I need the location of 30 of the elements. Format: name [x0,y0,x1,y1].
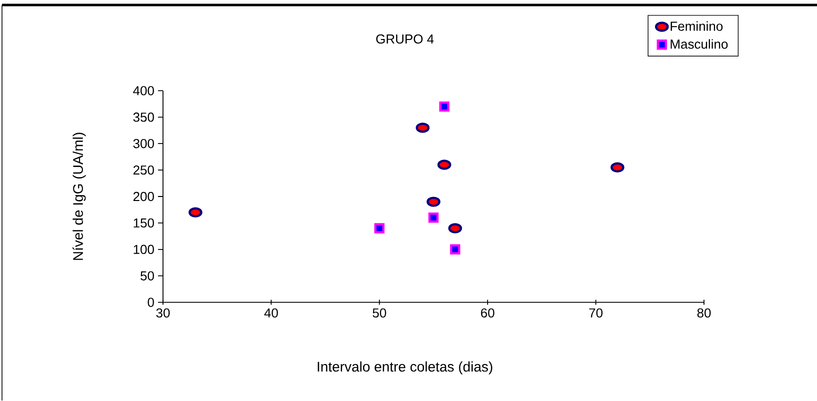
x-tick-label: 40 [264,308,278,318]
x-tick-label: 60 [481,308,494,318]
y-tick-label: 350 [133,112,154,122]
point [188,207,202,218]
point [450,244,460,254]
y-tick-label: 150 [134,218,154,228]
point [437,160,452,170]
chart-title: GRUPO 4 [376,34,434,44]
y-tick-label: 200 [133,192,154,202]
x-tick-label: 70 [589,308,603,318]
y-tick-label: 300 [133,139,154,148]
legend-label: Masculino [670,39,728,49]
point [416,122,430,133]
x-tick-label: 30 [156,308,170,318]
point [439,101,450,112]
point [448,223,462,234]
point [610,162,624,173]
point [426,196,440,207]
y-tick-label: 100 [134,244,154,254]
point [374,223,384,234]
y-axis-title: Nível de IgG (UA/ml) [72,132,86,260]
point [428,212,439,223]
x-axis-title: Intervalo entre coletas (dias) [318,361,492,374]
y-tick-label: 0 [148,298,154,307]
y-tick-label: 50 [140,271,154,280]
x-tick-label: 50 [372,308,386,318]
y-tick-label: 250 [133,165,154,175]
x-tick-label: 80 [697,308,711,318]
y-tick-label: 400 [133,86,154,96]
legend-label: Feminino [670,21,723,31]
